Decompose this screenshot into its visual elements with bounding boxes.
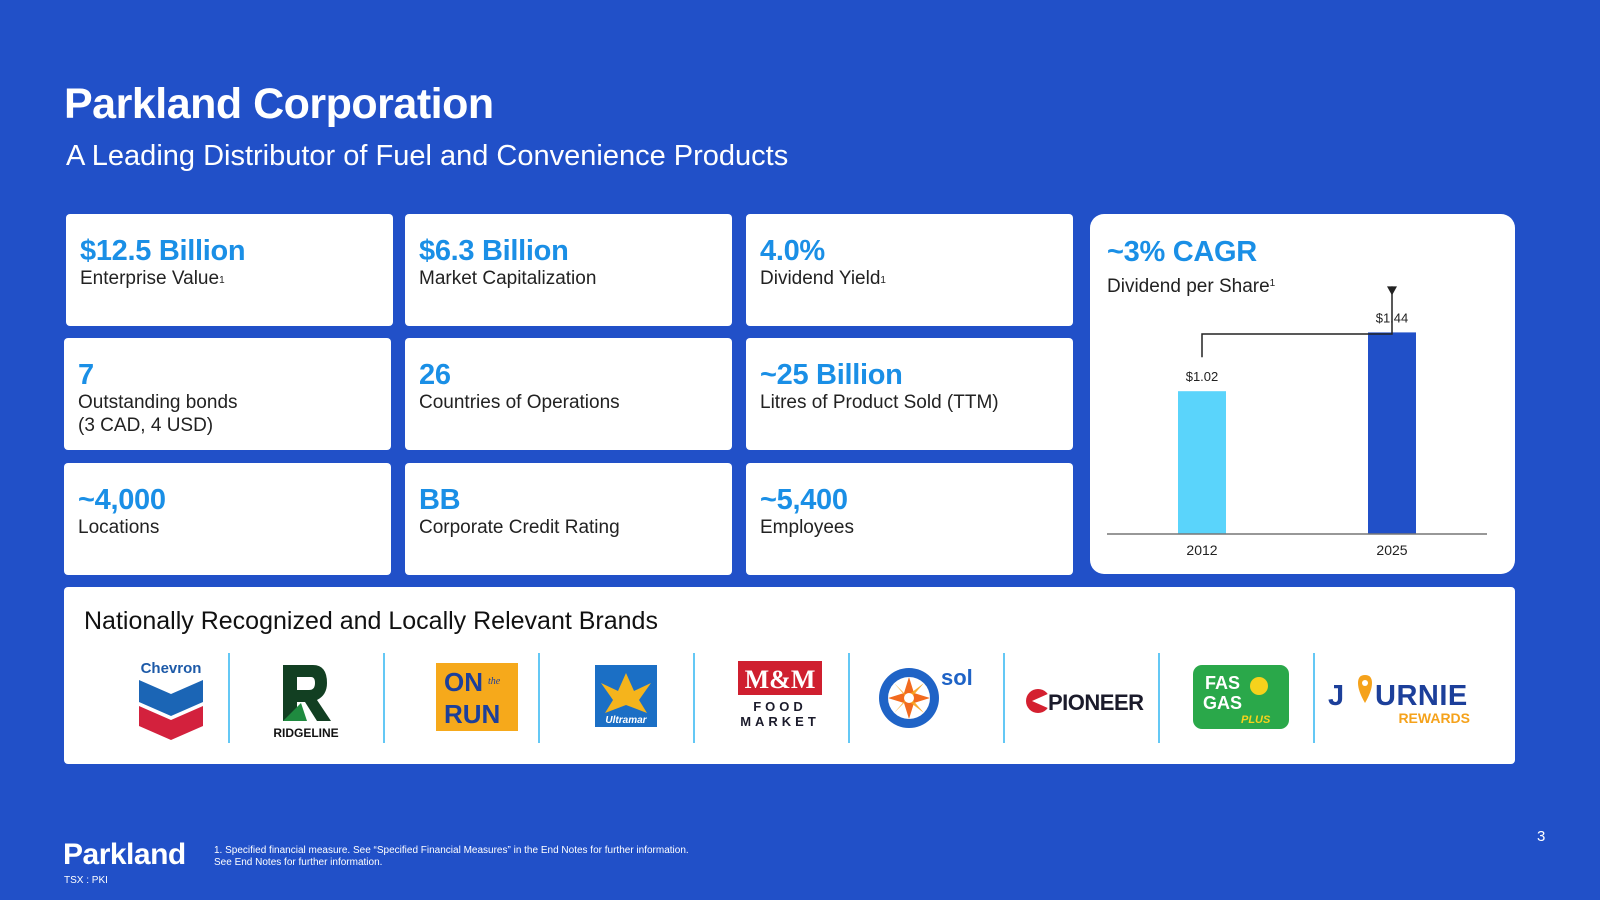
page-number: 3 xyxy=(1537,828,1546,845)
dividend-chart-card: ~3% CAGR Dividend per Share1 $1.02 2012 $1… xyxy=(1090,214,1515,574)
svg-text:REWARDS: REWARDS xyxy=(1398,710,1470,726)
svg-text:PIONEER: PIONEER xyxy=(1048,690,1144,715)
svg-text:PLUS: PLUS xyxy=(1241,714,1271,726)
stat-label: Outstanding bonds xyxy=(78,392,238,413)
journie-rewards-logo: J URNIE REWARDS xyxy=(1314,653,1470,743)
svg-text:FOOD: FOOD xyxy=(753,699,807,714)
stat-card-countries: 26 Countries of Operations xyxy=(405,338,732,450)
stat-label: Locations xyxy=(78,517,160,538)
svg-text:J: J xyxy=(1328,680,1345,712)
chart-headline-label: Dividend per Share1 xyxy=(1107,276,1276,297)
ticker-symbol: TSX : PKI xyxy=(64,875,108,886)
stat-value: ~4,000 xyxy=(78,484,166,516)
svg-text:Ultramar: Ultramar xyxy=(605,715,647,726)
stat-value: 26 xyxy=(419,359,451,391)
bar-2012 xyxy=(1178,391,1226,534)
svg-text:M&M: M&M xyxy=(745,665,816,694)
page-title: Parkland Corporation xyxy=(64,80,494,128)
stat-card-locations: ~4,000 Locations xyxy=(64,463,391,575)
footnote: 1. Specified financial measure. See “Spe… xyxy=(214,845,689,868)
svg-text:the: the xyxy=(488,676,501,687)
svg-text:FAS: FAS xyxy=(1205,673,1240,693)
stat-card-credit-rating: BB Corporate Credit Rating xyxy=(405,463,732,575)
stat-card-dividend-yield: 4.0% Dividend Yield1 xyxy=(746,214,1073,326)
fas-gas-plus-logo: FAS GAS PLUS xyxy=(1159,653,1315,743)
growth-arrow-line xyxy=(1201,286,1393,358)
stat-label: Litres of Product Sold (TTM) xyxy=(760,392,999,413)
stat-label-secondary: (3 CAD, 4 USD) xyxy=(78,415,214,436)
x-tick-2012: 2012 xyxy=(1186,542,1217,558)
stat-card-market-cap: $6.3 Billion Market Capitalization xyxy=(405,214,732,326)
sol-logo: sol xyxy=(849,653,1005,743)
stat-label: Market Capitalization xyxy=(419,268,597,289)
chart-headline-value: ~3% CAGR xyxy=(1107,236,1257,268)
svg-text:URNIE: URNIE xyxy=(1375,680,1468,712)
svg-text:GAS: GAS xyxy=(1203,693,1242,713)
svg-text:sol: sol xyxy=(941,665,973,690)
stat-value: ~5,400 xyxy=(760,484,848,516)
svg-text:Chevron: Chevron xyxy=(141,660,202,677)
stat-value: ~25 Billion xyxy=(760,359,903,391)
ridgeline-logo: RIDGELINE xyxy=(229,653,385,743)
stat-value: $12.5 Billion xyxy=(80,235,246,267)
stat-value: $6.3 Billion xyxy=(419,235,569,267)
ultramar-logo: Ultramar xyxy=(539,653,695,743)
stat-value: 4.0% xyxy=(760,235,825,267)
stat-label: Countries of Operations xyxy=(419,392,620,413)
stat-card-enterprise-value: $12.5 Billion Enterprise Value1 xyxy=(66,214,393,326)
stat-label: Dividend Yield1 xyxy=(760,268,886,289)
footnote-marker: 1 xyxy=(219,275,225,286)
brands-card: Nationally Recognized and Locally Releva… xyxy=(64,587,1515,764)
stat-label: Enterprise Value1 xyxy=(80,268,225,289)
stat-label: Corporate Credit Rating xyxy=(419,517,620,538)
brands-title: Nationally Recognized and Locally Releva… xyxy=(84,607,658,635)
pioneer-logo: PIONEER xyxy=(1004,653,1160,743)
svg-text:RIDGELINE: RIDGELINE xyxy=(273,726,338,740)
x-tick-2025: 2025 xyxy=(1376,542,1407,558)
stat-card-outstanding-bonds: 7 Outstanding bonds (3 CAD, 4 USD) xyxy=(64,338,391,450)
svg-text:RUN: RUN xyxy=(444,699,500,729)
stat-value: BB xyxy=(419,484,461,516)
footnote-marker: 1 xyxy=(880,275,886,286)
data-label-2012: $1.02 xyxy=(1186,369,1219,384)
page-subtitle: A Leading Distributor of Fuel and Conven… xyxy=(66,140,789,172)
stat-label: Employees xyxy=(760,517,854,538)
parkland-logo: Parkland xyxy=(63,838,186,871)
mm-food-market-logo: M&M FOOD MARKET xyxy=(694,653,850,743)
on-the-run-logo: ON the RUN xyxy=(384,653,540,743)
svg-text:ON: ON xyxy=(444,667,483,697)
svg-text:MARKET: MARKET xyxy=(740,714,820,729)
stat-card-litres-sold: ~25 Billion Litres of Product Sold (TTM) xyxy=(746,338,1073,450)
footnote-marker: 1 xyxy=(1269,278,1276,289)
bar-2025 xyxy=(1368,332,1416,534)
growth-arrow-head xyxy=(1387,286,1397,296)
stat-card-employees: ~5,400 Employees xyxy=(746,463,1073,575)
chevron-logo: Chevron xyxy=(74,653,230,743)
stat-value: 7 xyxy=(78,359,94,391)
